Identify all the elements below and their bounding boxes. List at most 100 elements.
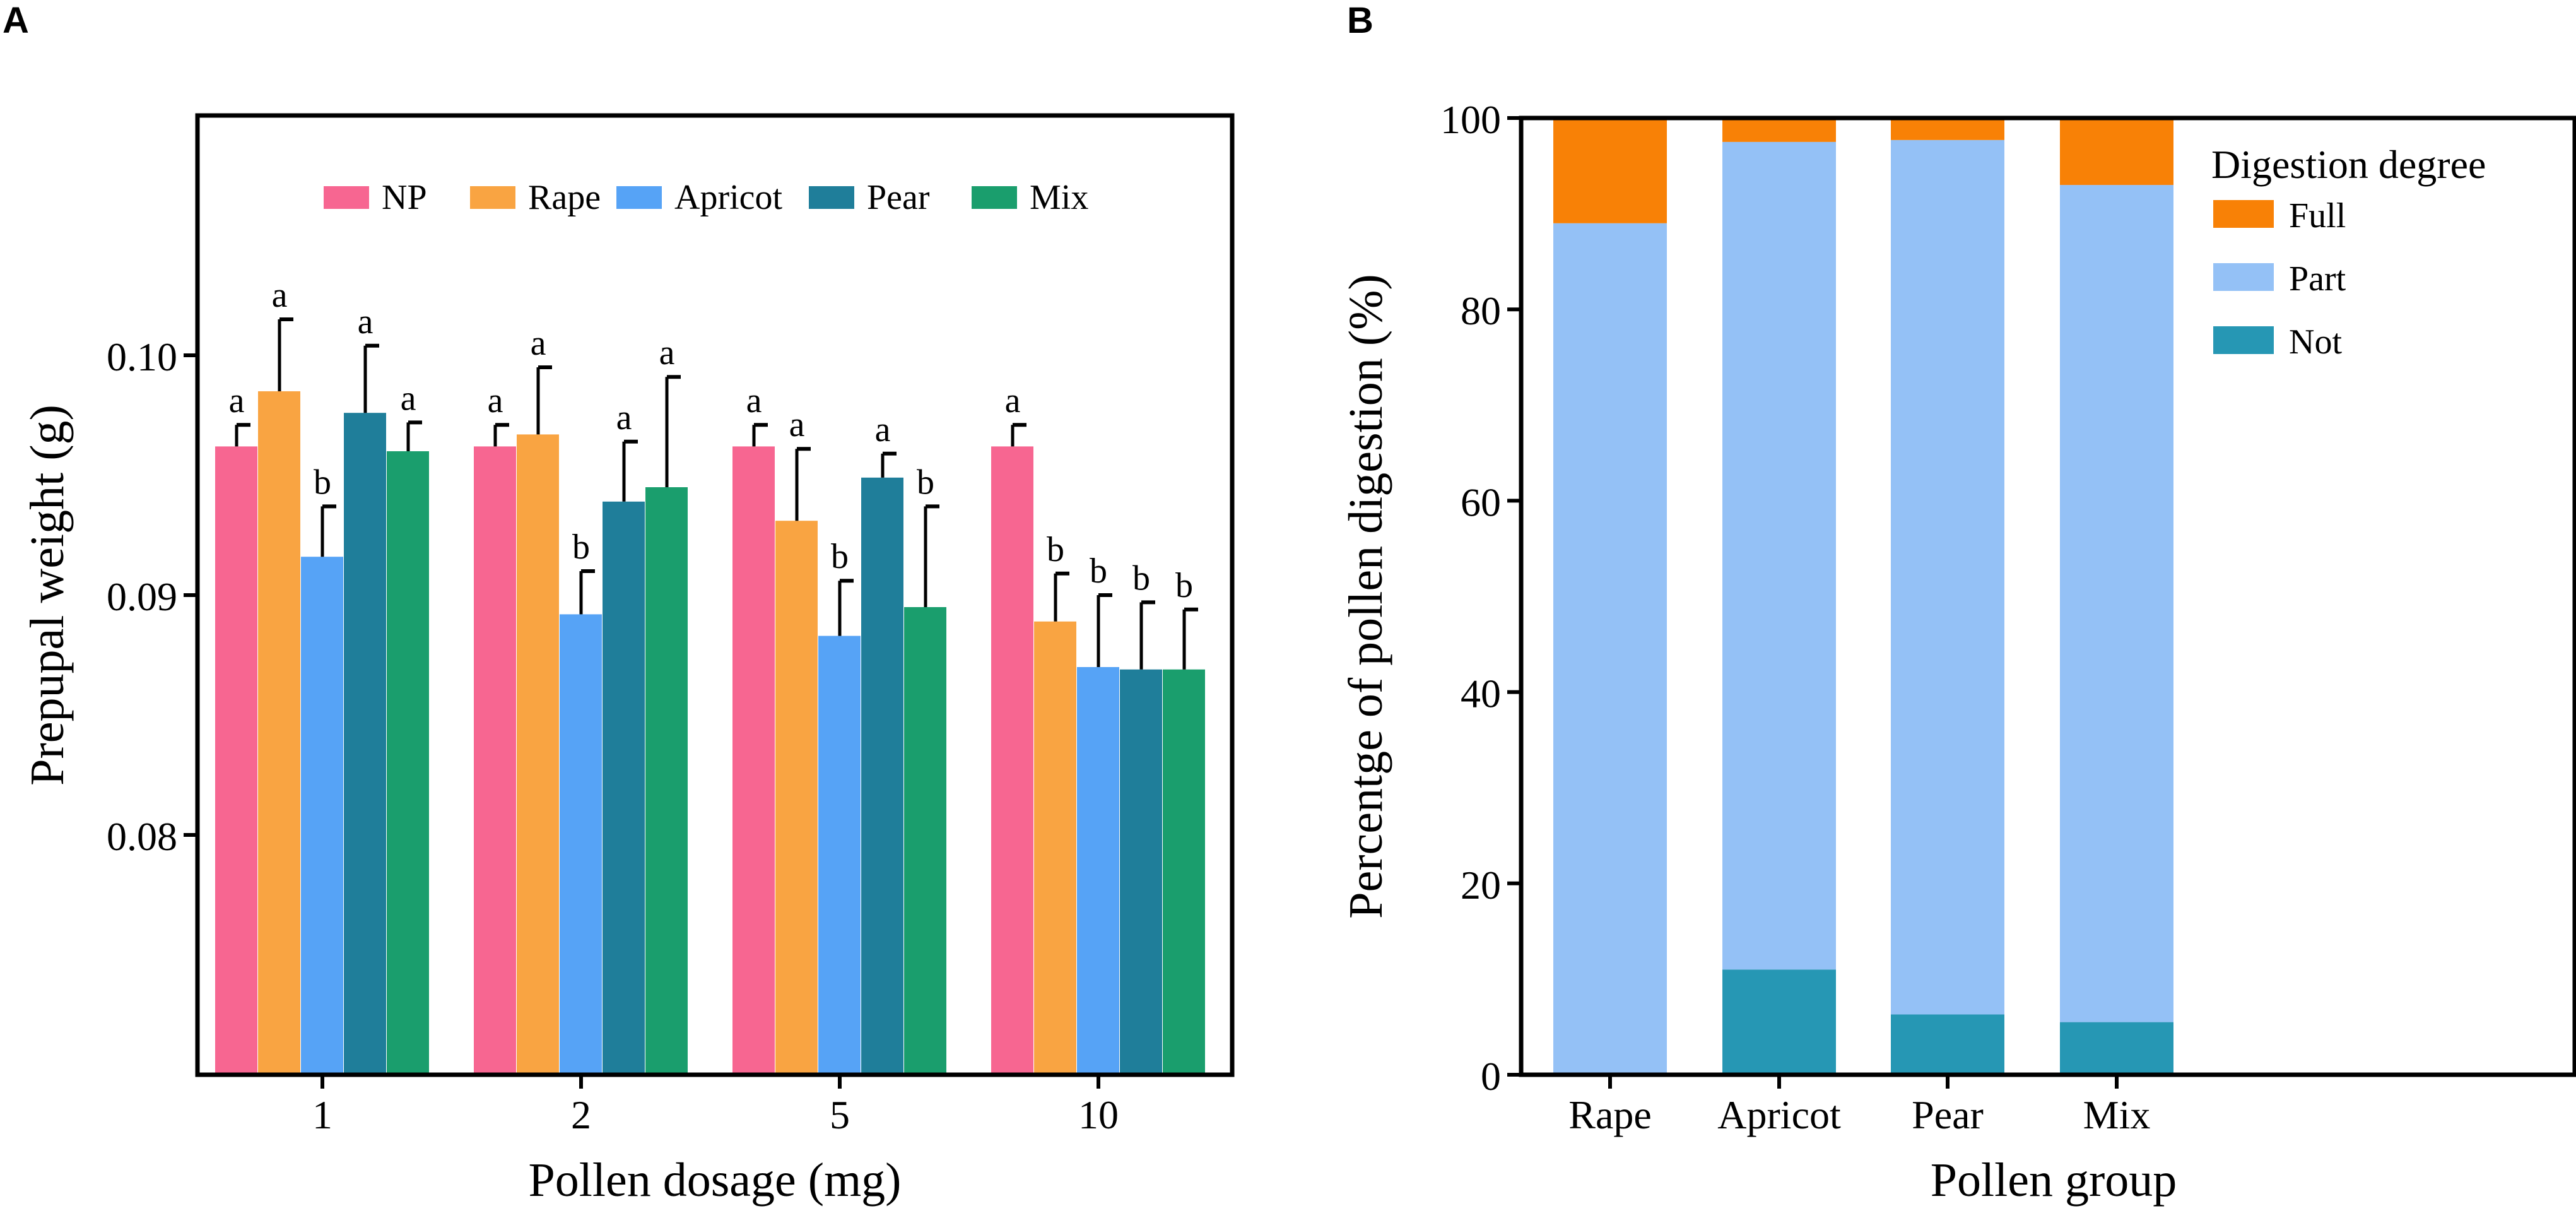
chart-a-bar (861, 477, 903, 1075)
chart-b-x-tick-label: Apricot (1717, 1092, 1841, 1137)
chart-a-bar (991, 446, 1033, 1075)
chart-b-bar-segment (1553, 118, 1667, 223)
chart-a-significance-letter: a (1005, 381, 1021, 420)
chart-a-bar (603, 501, 645, 1075)
chart-a-significance-letter: b (1132, 559, 1150, 598)
chart-a-bar (818, 636, 861, 1075)
chart-b-y-axis-label: Percentge of pollen digestion (%) (1339, 274, 1392, 918)
chart-a-x-tick-label: 5 (830, 1092, 850, 1137)
chart-a-significance-letter: a (358, 302, 373, 341)
chart-a-bar (732, 446, 775, 1075)
chart-b-y-tick-label: 40 (1461, 671, 1501, 716)
chart-b-bar-segment (1722, 969, 1836, 1075)
chart-b-x-axis-label: Pollen group (1931, 1154, 2177, 1207)
chart-a-significance-letter: a (401, 379, 416, 418)
chart-a-significance-letter: b (917, 463, 934, 502)
chart-b-legend: Digestion degree Full Part Not (2211, 142, 2486, 362)
chart-a-significance-letter: a (229, 381, 245, 420)
chart-a-x-axis-label: Pollen dosage (mg) (528, 1154, 901, 1207)
chart-b-x-tick-label: Rape (1568, 1092, 1652, 1137)
chart-b-legend-title: Digestion degree (2211, 142, 2486, 187)
chart-a-significance-letter: a (488, 381, 503, 420)
chart-b-bar-segment (1891, 118, 2004, 140)
chart-b-y-tick-label: 100 (1440, 97, 1501, 142)
chart-a-x-tick-label: 2 (571, 1092, 591, 1137)
chart-b-x-tick-label: Mix (2083, 1092, 2151, 1137)
chart-b-bar-segment (1722, 141, 1836, 970)
chart-a-bar (904, 607, 946, 1075)
chart-a-legend-label: Pear (867, 178, 930, 217)
chart-a-significance-letter: a (659, 333, 675, 372)
chart-a-legend-label: NP (382, 178, 427, 217)
chart-a-plot-frame (195, 113, 1235, 1077)
chart-a-bar (775, 521, 818, 1075)
chart-a-significance-letter: b (572, 528, 590, 567)
chart-b-legend-label: Part (2289, 259, 2346, 299)
chart-a-significance-letter: a (531, 324, 546, 363)
chart-b-bar-segment (1891, 139, 2004, 1015)
chart-a-significance-letter: a (746, 381, 762, 420)
chart-a-x-tick-label: 1 (312, 1092, 332, 1137)
chart-a-legend-swatch (972, 186, 1017, 209)
chart-a-significance-letter: b (1175, 566, 1193, 605)
chart-a-significance-letter: a (616, 398, 632, 437)
chart-b-legend-label: Full (2289, 196, 2346, 235)
chart-b-bar-segment (2060, 185, 2173, 1022)
chart-b-bar-segment (1722, 118, 1836, 142)
chart-a-y-axis-label: Prepupal weight (g) (21, 405, 74, 786)
chart-a-bar (301, 557, 343, 1075)
chart-b-bar-segment (1891, 1014, 2004, 1075)
chart-a-bar (1120, 669, 1162, 1075)
chart-b-legend-label: Not (2289, 322, 2342, 362)
panel-b-label: B (1347, 0, 1373, 41)
chart-a-significance-letter: b (831, 537, 849, 576)
chart-a-significance-letter: b (1090, 552, 1107, 591)
chart-a-bar (387, 451, 429, 1075)
chart-a-significance-letter: b (1047, 530, 1064, 569)
chart-b-legend-swatch (2213, 263, 2274, 291)
chart-a-significance-letter: a (875, 410, 891, 449)
chart-a-significance-letter: a (789, 405, 805, 444)
panel-a-label: A (3, 0, 29, 41)
chart-a-bar (1034, 621, 1076, 1075)
chart-a-bar (517, 434, 559, 1075)
chart-a-bar (1163, 669, 1205, 1075)
chart-a-x-tick-label: 10 (1078, 1092, 1119, 1137)
chart-a-y-tick-label: 0.08 (107, 814, 177, 859)
chart-b-bar-segment (2060, 1022, 2173, 1075)
chart-a-legend-label: Apricot (674, 178, 783, 217)
chart-b-y-tick-label: 0 (1481, 1054, 1501, 1099)
chart-b-legend-swatch (2213, 200, 2274, 228)
chart-a-y-tick-label: 0.10 (107, 334, 177, 379)
chart-a-bar (1077, 667, 1119, 1075)
chart-b-bar-segment (1553, 223, 1667, 1075)
chart-a-legend-label: Rape (528, 178, 601, 217)
chart-a-legend-swatch (616, 186, 662, 209)
chart-a-bar (344, 413, 386, 1075)
chart-a-bar (474, 446, 516, 1075)
chart-a-legend-swatch (470, 186, 515, 209)
chart-b-legend-swatch (2213, 326, 2274, 354)
chart-b-y-tick-label: 20 (1461, 863, 1501, 908)
chart-b-y-tick-label: 80 (1461, 288, 1501, 333)
chart-a-significance-letter: a (272, 276, 288, 315)
chart-a-bar (645, 487, 688, 1075)
chart-a-bar (215, 446, 257, 1075)
chart-b-bar-segment (2060, 118, 2173, 186)
chart-a-legend-swatch (324, 186, 369, 209)
chart-a-significance-letter: b (314, 463, 331, 502)
chart-a-y-tick-label: 0.09 (107, 574, 177, 619)
chart-b: 0 20 40 60 80 100 Rape Apricot Pear Mix Digestion… (1339, 97, 2576, 1207)
chart-a-legend-label: Mix (1030, 178, 1088, 217)
chart-a-legend: NP Rape Apricot Pear Mix (324, 178, 1088, 217)
chart-a-bar (258, 391, 300, 1075)
chart-a-bar (560, 614, 602, 1075)
chart-a-legend-swatch (809, 186, 854, 209)
chart-b-x-tick-label: Pear (1912, 1092, 1984, 1137)
chart-b-y-tick-label: 60 (1461, 480, 1501, 524)
chart-b-plot-frame (1519, 115, 2576, 1077)
chart-b-marks: 0 20 40 60 80 100 Rape Apricot Pear Mix (1440, 97, 2173, 1137)
